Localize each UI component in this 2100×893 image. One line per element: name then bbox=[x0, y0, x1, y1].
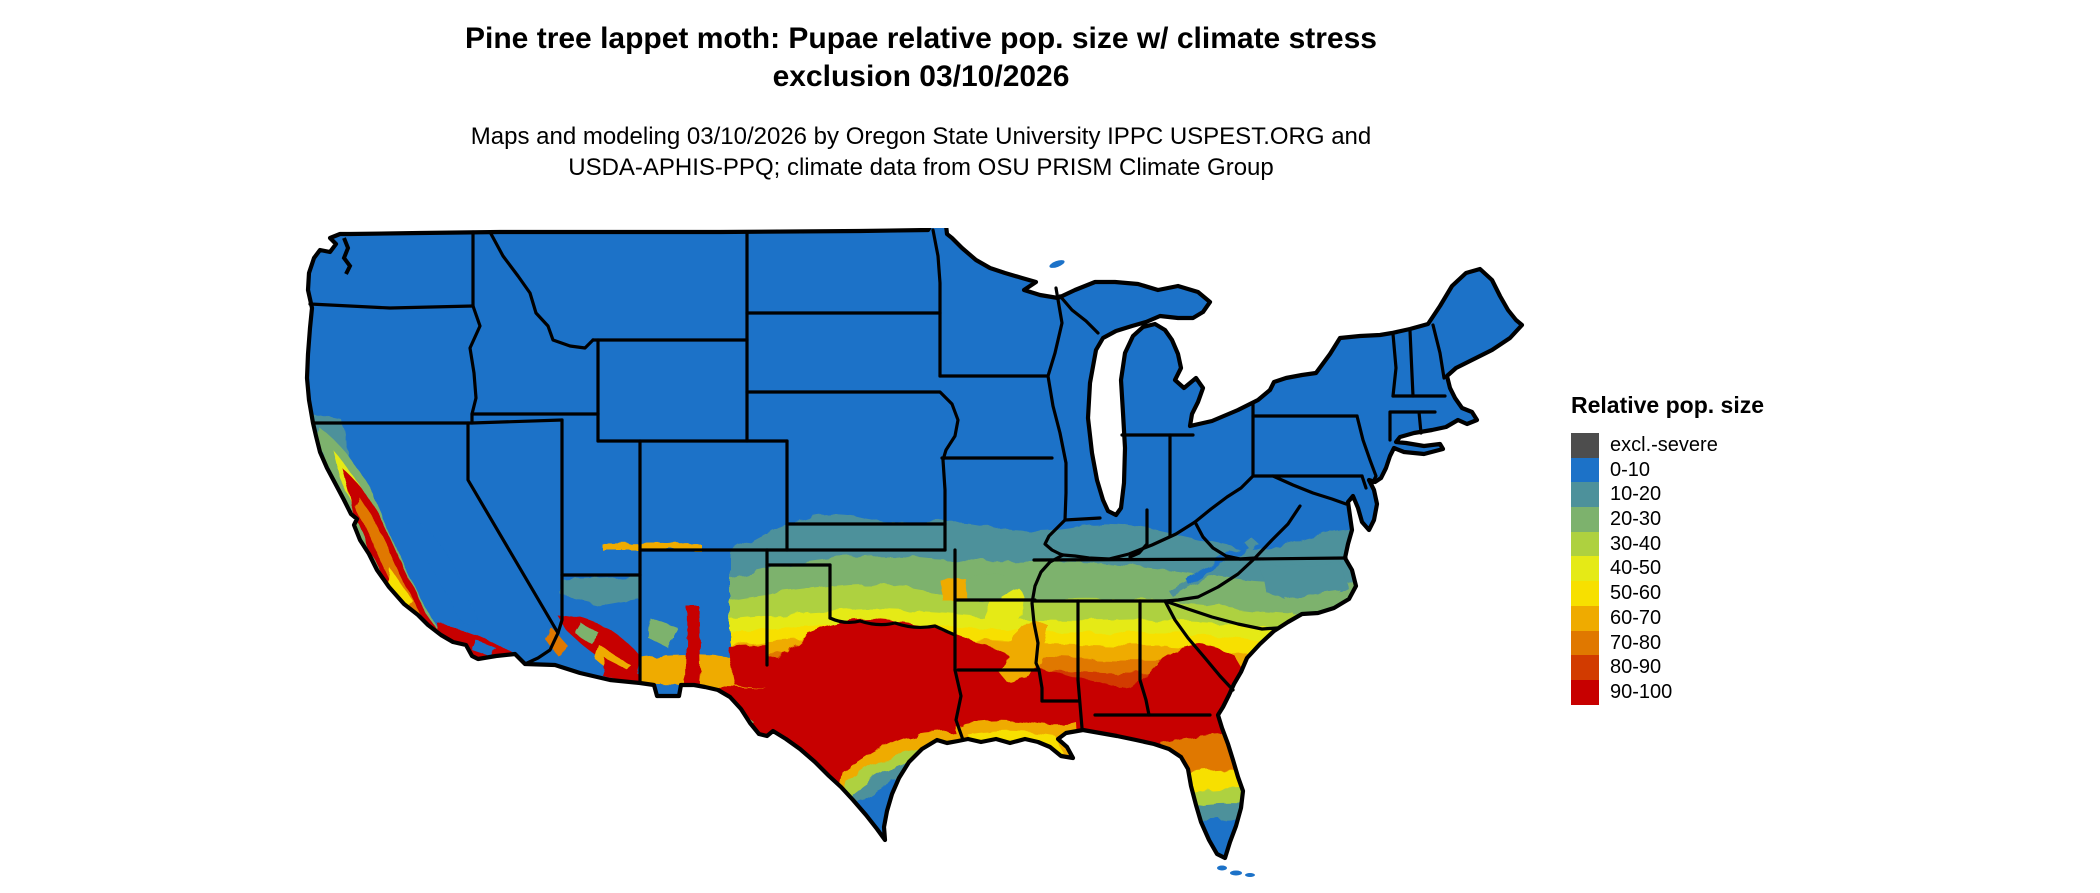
page-title-line2: exclusion 03/10/2026 bbox=[772, 60, 1070, 93]
us-map bbox=[300, 222, 1540, 888]
florida-keys bbox=[1217, 865, 1255, 877]
legend-label: 10-20 bbox=[1610, 483, 1662, 506]
border-wv-va bbox=[1253, 504, 1302, 560]
state-borders bbox=[308, 228, 1447, 742]
border-sd-ne-missouri-river bbox=[745, 390, 960, 552]
border-wi-il bbox=[1063, 516, 1102, 522]
border-tn-nc bbox=[1163, 558, 1255, 603]
border-mississippi-south bbox=[1030, 553, 1065, 703]
legend-entry: excl.-severe bbox=[1571, 433, 1891, 458]
legend-swatch bbox=[1571, 457, 1599, 483]
legend-entry: 10-20 bbox=[1571, 482, 1891, 508]
puget-sound-inlets bbox=[341, 237, 353, 275]
border-ky-tn-va-nc bbox=[1032, 556, 1348, 562]
border-ga-sc bbox=[1163, 599, 1235, 692]
legend-entry: 70-80 bbox=[1571, 630, 1891, 656]
legend: Relative pop. size excl.-severe 0-10 10-… bbox=[1571, 392, 1891, 705]
border-ny-vt bbox=[1391, 332, 1398, 398]
legend-label: 0-10 bbox=[1610, 458, 1651, 481]
legend-rows: excl.-severe 0-10 10-20 20-30 30-40 40-5… bbox=[1571, 433, 1891, 705]
legend-label: 80-90 bbox=[1610, 656, 1662, 679]
legend-swatch bbox=[1571, 531, 1599, 557]
legend-label: excl.-severe bbox=[1610, 434, 1718, 456]
legend-entry: 90-100 bbox=[1571, 679, 1891, 705]
isle-royale-island bbox=[1049, 260, 1065, 268]
border-mississippi-il-mo bbox=[1043, 518, 1067, 557]
legend-swatch bbox=[1571, 630, 1599, 656]
border-mn-west bbox=[931, 228, 942, 378]
border-ohio-river bbox=[1061, 474, 1255, 561]
border-wi-mi bbox=[1058, 294, 1100, 335]
border-nv-az bbox=[556, 573, 564, 635]
legend-label: 20-30 bbox=[1610, 508, 1662, 531]
subtitle-line1: Maps and modeling 03/10/2026 by Oregon S… bbox=[470, 123, 1372, 150]
border-wa-or bbox=[308, 302, 475, 310]
border-nh-me bbox=[1431, 323, 1446, 380]
border-nc-sc bbox=[1163, 599, 1279, 631]
legend-swatch bbox=[1571, 655, 1599, 680]
border-pa-nj-delaware bbox=[1355, 414, 1378, 486]
legend-label: 60-70 bbox=[1610, 606, 1662, 629]
climate-raster-layers bbox=[307, 225, 1522, 858]
legend-swatch bbox=[1571, 581, 1599, 606]
legend-swatch bbox=[1571, 679, 1599, 705]
legend-swatch bbox=[1571, 556, 1599, 582]
border-la-tx bbox=[953, 668, 965, 742]
border-id-mt bbox=[488, 230, 595, 350]
border-ga-al bbox=[1138, 599, 1151, 717]
legend-entry: 20-30 bbox=[1571, 507, 1891, 532]
legend-label: 50-60 bbox=[1610, 582, 1662, 605]
us-map-svg bbox=[304, 222, 1525, 877]
border-id-south bbox=[470, 412, 600, 425]
legend-entry: 0-10 bbox=[1571, 457, 1891, 483]
border-mississippi-north bbox=[1046, 286, 1068, 522]
border-red-river bbox=[828, 616, 957, 637]
legend-title: Relative pop. size bbox=[1571, 392, 1765, 418]
legend-label: 70-80 bbox=[1610, 631, 1662, 654]
legend-swatch bbox=[1571, 433, 1599, 458]
legend-entry: 40-50 bbox=[1571, 556, 1891, 582]
legend-label: 40-50 bbox=[1610, 557, 1662, 580]
border-vt-nh bbox=[1408, 329, 1415, 398]
border-il-in bbox=[1128, 508, 1149, 559]
legend-entry: 30-40 bbox=[1571, 531, 1891, 557]
border-or-id bbox=[468, 304, 482, 416]
conus-outline bbox=[304, 222, 1525, 861]
border-ma-ct-ri bbox=[1388, 410, 1437, 442]
chart-subtitle: Maps and modeling 03/10/2026 by Oregon S… bbox=[465, 121, 1377, 183]
legend-entry: 80-90 bbox=[1571, 655, 1891, 680]
border-ca-nv-az bbox=[466, 421, 560, 666]
border-potomac bbox=[1271, 474, 1348, 506]
legend-label: 90-100 bbox=[1610, 680, 1673, 703]
legend-swatch bbox=[1571, 482, 1599, 508]
border-al-ms bbox=[1076, 599, 1084, 730]
subtitle-line2: USDA-APHIS-PPQ; climate data from OSU PR… bbox=[568, 154, 1274, 181]
legend-label: 30-40 bbox=[1610, 532, 1662, 555]
legend-swatch bbox=[1571, 507, 1599, 532]
legend-swatch bbox=[1571, 605, 1599, 631]
legend-entry: 60-70 bbox=[1571, 605, 1891, 631]
legend-entry: 50-60 bbox=[1571, 581, 1891, 606]
border-md-de bbox=[1360, 474, 1368, 490]
chart-header: Pine tree lappet moth: Pupae relative po… bbox=[465, 20, 1377, 183]
page-title-line1: Pine tree lappet moth: Pupae relative po… bbox=[465, 22, 1377, 55]
